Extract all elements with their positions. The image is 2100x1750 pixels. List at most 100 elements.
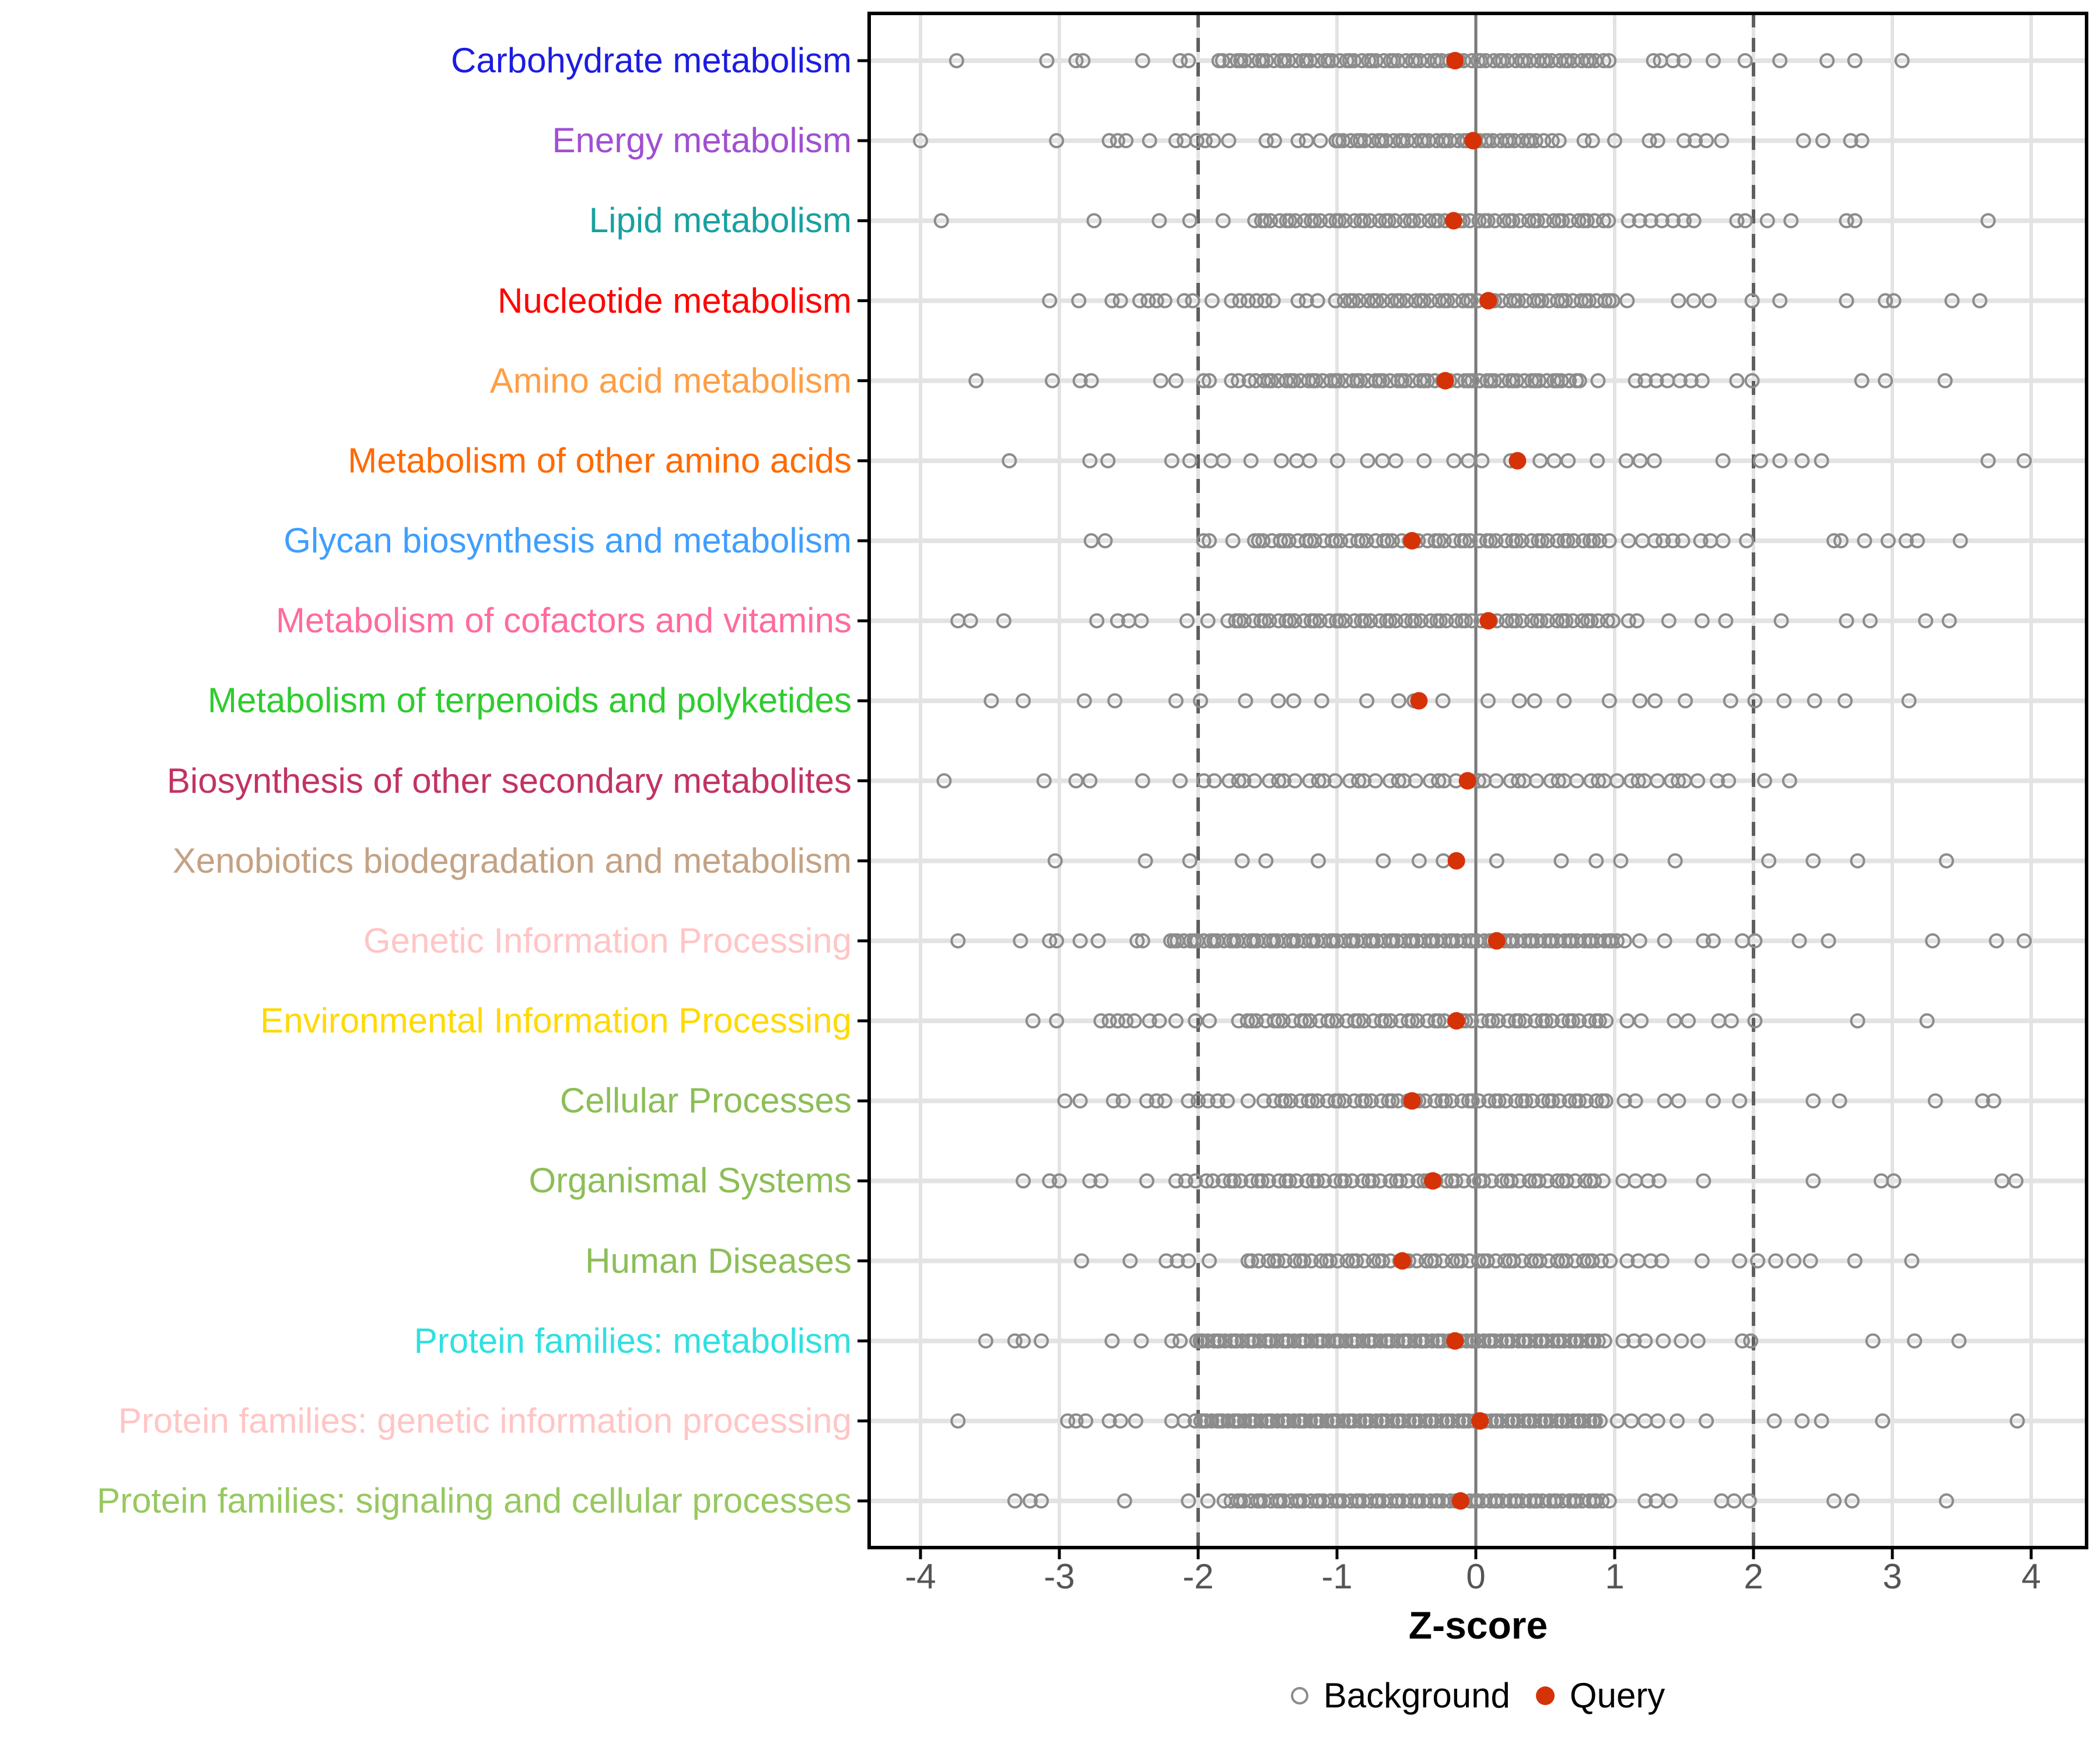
background-point	[1244, 1253, 1259, 1269]
background-point	[1336, 293, 1352, 309]
background-point	[1052, 1173, 1067, 1189]
background-point	[1488, 773, 1504, 789]
background-point	[1266, 133, 1282, 149]
background-point	[1107, 693, 1123, 709]
background-point	[1694, 1253, 1710, 1269]
background-point	[1464, 1093, 1480, 1109]
background-point	[1244, 1013, 1259, 1029]
background-point	[1299, 1173, 1315, 1189]
background-point	[1412, 213, 1428, 229]
background-point	[1476, 1333, 1492, 1349]
background-point	[1355, 1333, 1371, 1349]
x-tick-label: 2	[1744, 1557, 1763, 1596]
background-point	[1562, 1093, 1577, 1109]
background-point	[1850, 1013, 1866, 1029]
background-point	[1042, 933, 1058, 949]
background-point	[1941, 613, 1957, 629]
background-point	[1372, 1173, 1388, 1189]
background-point	[1626, 1333, 1642, 1349]
background-point	[1650, 773, 1665, 789]
background-point	[1514, 613, 1530, 629]
background-point	[1149, 293, 1164, 309]
background-point	[1321, 1333, 1336, 1349]
background-point	[1233, 1173, 1249, 1189]
background-point	[1007, 1493, 1023, 1509]
background-point	[1214, 53, 1230, 68]
background-point	[1571, 1093, 1587, 1109]
background-point	[1457, 533, 1472, 549]
background-point	[1524, 533, 1539, 549]
background-point	[1240, 1013, 1255, 1029]
background-point	[1374, 1093, 1390, 1109]
background-point	[1591, 773, 1606, 789]
background-point	[1360, 453, 1376, 468]
background-point	[1590, 613, 1606, 629]
background-point	[1042, 293, 1058, 309]
background-point	[1330, 1253, 1346, 1269]
background-point	[1676, 53, 1692, 68]
background-point	[1865, 1333, 1881, 1349]
query-point	[1471, 1412, 1489, 1430]
background-point	[1072, 933, 1088, 949]
background-point	[1918, 613, 1934, 629]
background-point	[1560, 453, 1576, 468]
background-point	[1517, 373, 1532, 388]
background-point	[1539, 373, 1555, 388]
background-point	[1676, 213, 1692, 229]
background-point	[1126, 1013, 1142, 1029]
background-point	[1164, 453, 1180, 468]
background-point	[1528, 773, 1544, 789]
background-point	[1438, 613, 1454, 629]
background-point	[1569, 773, 1585, 789]
background-point	[1357, 133, 1373, 149]
background-point	[1153, 373, 1168, 388]
background-point	[1226, 1173, 1242, 1189]
background-point	[1329, 1013, 1345, 1029]
background-point	[1772, 53, 1788, 68]
background-point	[963, 613, 978, 629]
background-point	[1670, 1413, 1685, 1429]
background-point	[1538, 1013, 1553, 1029]
background-point	[1304, 1093, 1320, 1109]
background-point	[1532, 1253, 1548, 1269]
background-point	[1937, 373, 1953, 388]
background-point	[1270, 613, 1286, 629]
background-point	[1310, 293, 1325, 309]
background-point	[1718, 613, 1734, 629]
background-point	[1705, 933, 1721, 949]
background-point	[1705, 1093, 1721, 1109]
background-point	[1590, 1333, 1606, 1349]
background-point	[1206, 773, 1222, 789]
background-point	[1577, 1173, 1593, 1189]
background-point	[1075, 53, 1091, 68]
background-point	[1328, 293, 1343, 309]
background-point	[1768, 1253, 1784, 1269]
background-point	[1256, 373, 1272, 388]
background-point	[1232, 293, 1248, 309]
background-point	[1886, 1173, 1902, 1189]
background-point	[1805, 1173, 1821, 1189]
background-point	[1191, 1093, 1206, 1109]
background-point	[1510, 293, 1526, 309]
background-point	[1118, 133, 1134, 149]
background-point	[1222, 53, 1238, 68]
background-point	[1276, 773, 1292, 789]
background-point	[1534, 533, 1550, 549]
background-point	[1579, 213, 1595, 229]
background-point	[1601, 533, 1617, 549]
background-point	[1487, 213, 1503, 229]
background-point	[1503, 1173, 1519, 1189]
background-point	[1594, 1493, 1610, 1509]
background-point	[1444, 1253, 1460, 1269]
background-point	[1071, 293, 1087, 309]
background-point	[1170, 1253, 1185, 1269]
background-point	[1605, 613, 1621, 629]
background-point	[1324, 1013, 1340, 1029]
background-point	[1387, 213, 1403, 229]
background-point	[1578, 1093, 1594, 1109]
background-point	[1555, 1413, 1570, 1429]
background-point	[1446, 533, 1461, 549]
background-point	[1142, 1013, 1157, 1029]
background-point	[1384, 1093, 1400, 1109]
background-point	[1281, 533, 1297, 549]
